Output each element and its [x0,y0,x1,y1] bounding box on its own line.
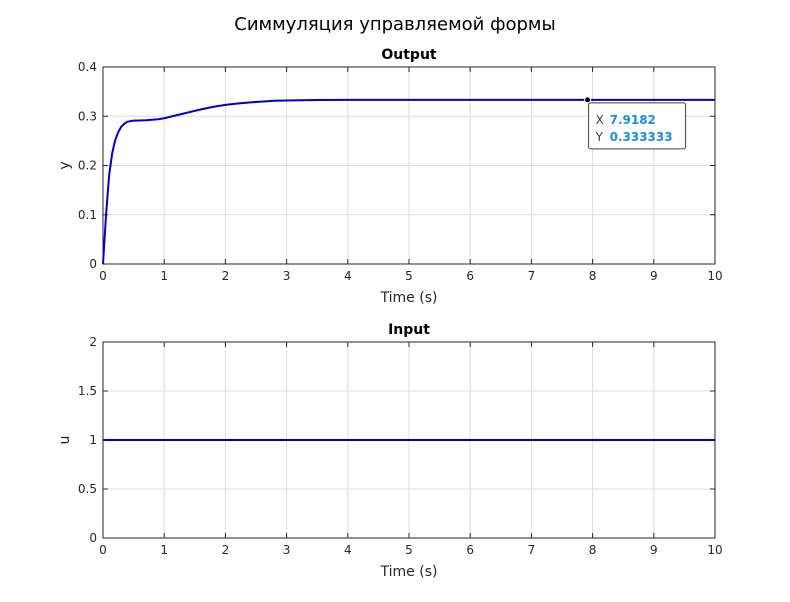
x-tick-label: 7 [528,269,536,283]
x-tick-label: 9 [650,269,658,283]
figure-title: Симмуляция управляемой формы [234,14,556,35]
axes-title: Input [388,322,430,338]
x-tick-label: 2 [222,269,230,283]
y-tick-label: 0.3 [78,109,97,123]
x-tick-label: 3 [283,543,291,557]
y-tick-label: 2 [89,335,97,349]
y-tick-label: 0.2 [78,159,97,173]
x-tick-label: 7 [528,543,536,557]
datatip-y-label: Y [595,130,604,144]
datatip-marker[interactable] [584,96,592,104]
x-tick-label: 4 [344,543,352,557]
x-tick-label: 10 [707,269,722,283]
x-tick-label: 0 [99,269,107,283]
datatip-box [588,102,687,150]
x-tick-label: 6 [466,269,474,283]
x-tick-label: 9 [650,543,658,557]
series-line [102,98,715,265]
x-tick-label: 1 [160,269,168,283]
x-tick-label: 8 [589,543,597,557]
y-tick-label: 0 [89,531,97,545]
datatip-x-value: 7.9182 [610,113,656,127]
y-tick-label: 1 [89,433,97,447]
y-axis-label: y [57,161,73,169]
y-tick-label: 0.1 [78,208,97,222]
x-tick-label: 5 [405,543,413,557]
datatip-y-value: 0.333333 [610,130,673,144]
x-tick-label: 3 [283,269,291,283]
y-axis-label: u [57,436,73,445]
x-tick-label: 4 [344,269,352,283]
x-tick-label: 1 [160,543,168,557]
y-tick-label: 0.4 [78,60,97,74]
y-tick-label: 0.5 [78,482,97,496]
x-axis-label: Time (s) [380,290,438,306]
x-tick-label: 10 [707,543,722,557]
x-tick-label: 0 [99,543,107,557]
datatip-x-label: X [596,113,604,127]
x-tick-label: 6 [466,543,474,557]
axes-title: Output [381,47,437,63]
x-tick-label: 5 [405,269,413,283]
x-tick-label: 8 [589,269,597,283]
y-tick-label: 0 [89,257,97,271]
y-tick-label: 1.5 [78,384,97,398]
x-tick-label: 2 [222,543,230,557]
x-axis-label: Time (s) [380,564,438,580]
